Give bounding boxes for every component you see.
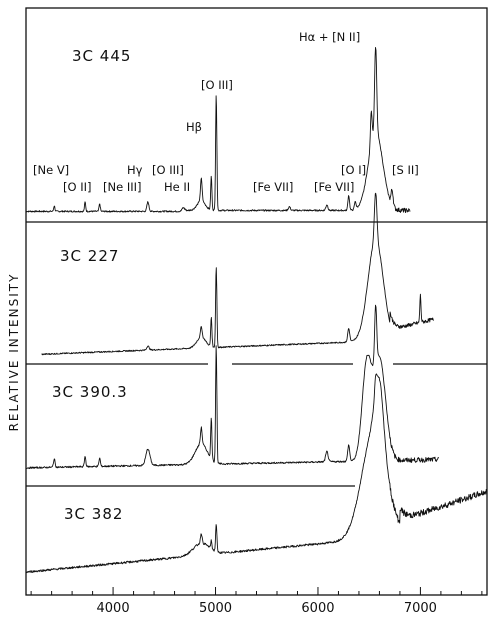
line-label-hb: Hβ — [186, 120, 202, 134]
line-label-ha-nii: Hα + [N II] — [299, 30, 360, 44]
line-label-heii: He II — [164, 180, 190, 194]
line-label-hg: Hγ — [127, 163, 143, 177]
line-label-nev: [Ne V] — [33, 163, 69, 177]
line-label-oi: [O I] — [341, 163, 366, 177]
panel-label-3c227: 3C 227 — [60, 247, 119, 265]
panel-label-3c445: 3C 445 — [72, 47, 131, 65]
line-label-fevii-a: [Fe VII] — [253, 180, 293, 194]
spectrum-3c445 — [25, 47, 411, 214]
line-label-oiii-5007: [O III] — [201, 78, 233, 92]
panel-label-3c382: 3C 382 — [64, 505, 123, 523]
spectrum-3c382 — [25, 373, 488, 574]
x-tick-label: 5000 — [199, 601, 232, 616]
y-axis-label: RELATIVE INTENSITY — [7, 273, 21, 432]
panel-label-3c390: 3C 390.3 — [52, 383, 128, 401]
line-label-neiii: [Ne III] — [103, 180, 141, 194]
x-tick-label: 4000 — [97, 601, 130, 616]
spectrum-3c390 — [25, 304, 439, 470]
x-tick-label: 6000 — [301, 601, 334, 616]
line-label-fevii-b: [Fe VII] — [314, 180, 354, 194]
line-label-oiii-4363: [O III] — [152, 163, 184, 177]
line-label-sii: [S II] — [392, 163, 419, 177]
x-tick-label: 7000 — [404, 601, 437, 616]
spectrum-3c227 — [41, 192, 434, 356]
line-label-oii: [O II] — [63, 180, 91, 194]
x-axis-ticks: 4000 5000 6000 7000 — [30, 587, 483, 616]
